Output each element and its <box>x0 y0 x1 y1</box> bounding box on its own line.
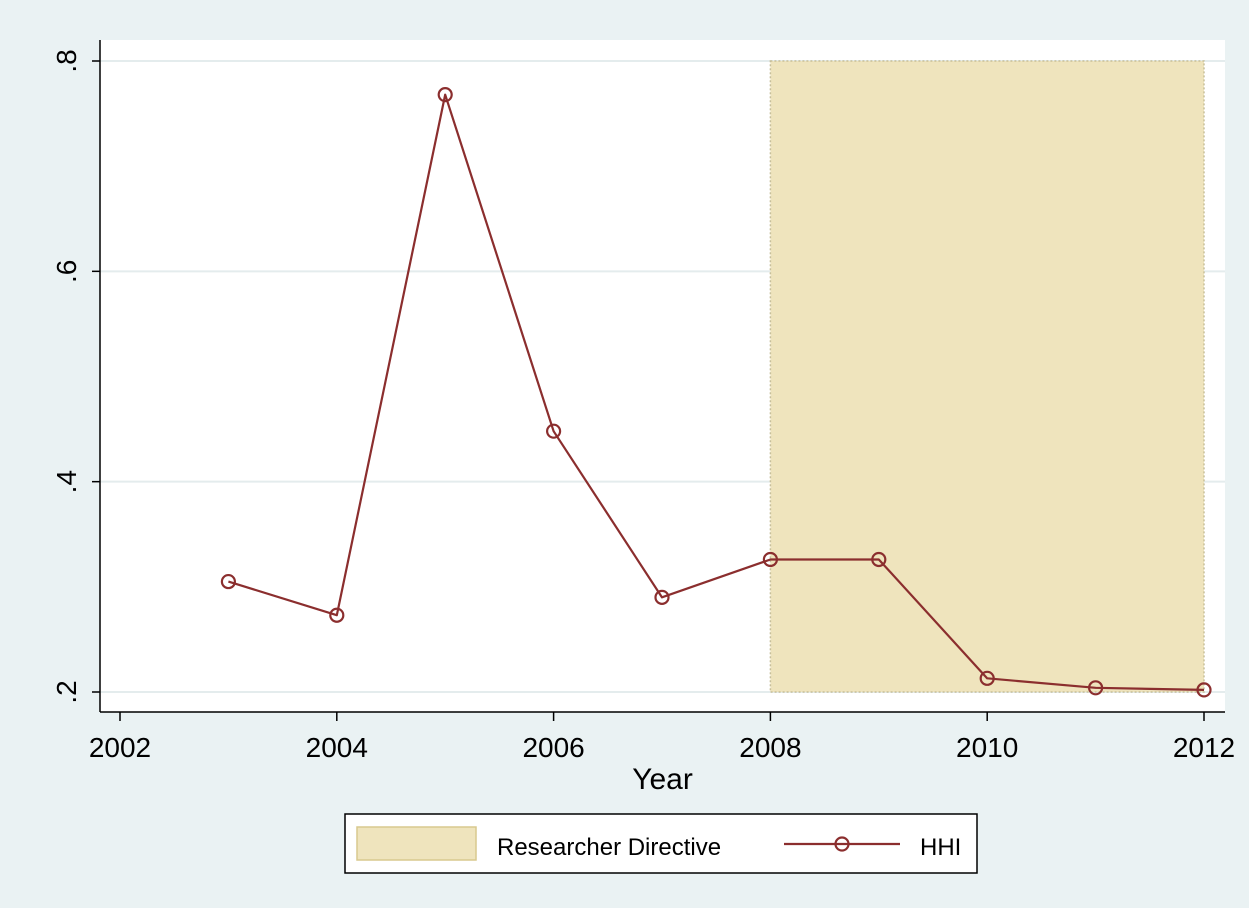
hhi-data-point <box>437 87 453 103</box>
x-tick-label: 2012 <box>1173 732 1235 763</box>
hhi-data-point <box>871 551 887 568</box>
y-tick-label: .6 <box>51 260 82 283</box>
x-tick-label: 2006 <box>522 732 584 763</box>
x-tick-label: 2002 <box>89 732 151 763</box>
hhi-data-point <box>979 670 995 686</box>
y-tick-label: .2 <box>51 680 82 703</box>
hhi-data-point <box>762 551 779 568</box>
hhi-series-line <box>228 93 1205 691</box>
x-tick-label: 2010 <box>956 732 1018 763</box>
legend-swatch-researcher-directive <box>356 826 477 861</box>
hhi-data-point <box>1087 680 1104 696</box>
legend-label-hhi: HHI <box>920 834 961 861</box>
x-axis-title: Year <box>632 763 693 796</box>
y-tick-label: .8 <box>51 49 82 72</box>
hhi-data-point <box>220 573 236 590</box>
y-tick-label: .4 <box>51 470 82 493</box>
researcher-directive-region <box>769 60 1205 693</box>
hhi-data-point <box>654 589 670 605</box>
legend-marker-hhi <box>834 836 850 852</box>
x-tick-label: 2008 <box>739 732 801 763</box>
x-tick-label: 2004 <box>306 732 368 763</box>
hhi-data-point <box>545 423 562 439</box>
hhi-data-point <box>329 607 345 623</box>
legend-label-researcher-directive: Researcher Directive <box>497 834 721 861</box>
hhi-data-point <box>1196 682 1212 698</box>
